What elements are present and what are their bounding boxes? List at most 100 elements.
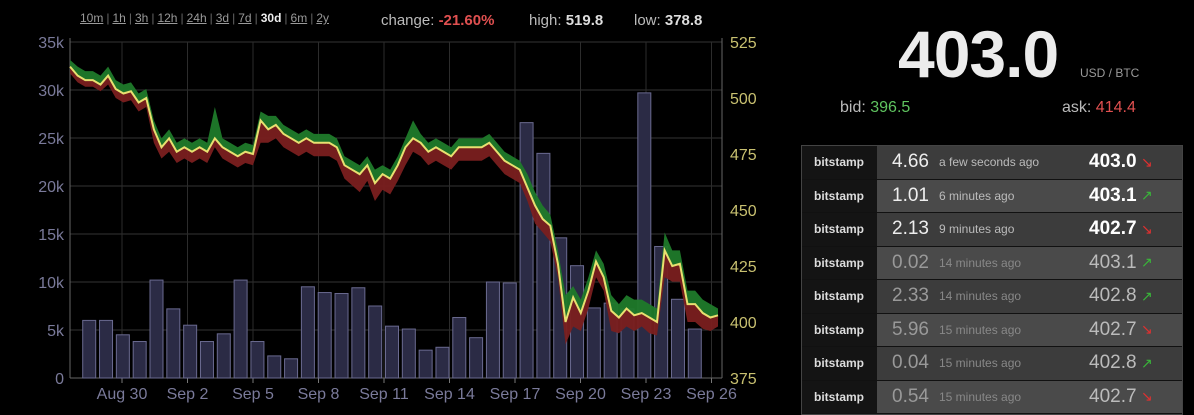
range-separator: | xyxy=(128,11,132,25)
high-value: 519.8 xyxy=(565,12,604,29)
range-separator: | xyxy=(284,11,288,25)
trade-row: bitstamp 2.13 9 minutes ago 402.7 ↘ xyxy=(802,213,1182,247)
volume-bar xyxy=(216,333,231,379)
range-separator: | xyxy=(151,11,155,25)
trade-exchange: bitstamp xyxy=(802,213,877,246)
volume-bar xyxy=(250,341,265,379)
trade-price: 402.7 xyxy=(1089,318,1137,340)
time-range-selector: 10m | 1h | 3h | 12h | 24h | 3d | 7d | 30d | 6m | 2y xyxy=(80,11,329,25)
trade-exchange: bitstamp xyxy=(802,347,877,380)
low-value: 378.8 xyxy=(664,12,703,29)
trade-row: bitstamp 5.96 15 minutes ago 402.7 ↘ xyxy=(802,313,1182,347)
trade-row: bitstamp 0.02 14 minutes ago 403.1 ↗ xyxy=(802,246,1182,280)
volume-bar xyxy=(586,307,601,379)
volume-bar xyxy=(368,305,383,379)
range-separator: | xyxy=(232,11,236,25)
range-3d[interactable]: 3d xyxy=(215,11,230,25)
x-tick-label: Sep 23 xyxy=(621,386,672,403)
volume-bar xyxy=(149,279,164,379)
trade-row: bitstamp 0.54 15 minutes ago 402.7 ↘ xyxy=(802,380,1182,414)
trade-time: 15 minutes ago xyxy=(939,322,1022,337)
range-1h[interactable]: 1h xyxy=(112,11,126,25)
volume-bar xyxy=(233,279,248,379)
volume-bar xyxy=(317,292,332,379)
range-24h[interactable]: 24h xyxy=(186,11,207,25)
ask-quote: ask: 414.4 xyxy=(1062,99,1136,117)
y-left-tick-label: 25k xyxy=(38,131,65,148)
trade-amount: 0.54 xyxy=(892,385,929,407)
range-6m[interactable]: 6m xyxy=(290,11,308,25)
y-left-tick-label: 5k xyxy=(47,323,65,340)
x-tick-label: Sep 2 xyxy=(167,386,209,403)
high-stat: high: 519.8 xyxy=(529,12,603,29)
trade-exchange: bitstamp xyxy=(802,179,877,212)
range-separator: | xyxy=(106,11,110,25)
trade-price: 403.0 xyxy=(1089,151,1137,173)
y-right-tick-label: 425 xyxy=(730,259,757,276)
volume-bar xyxy=(502,282,517,379)
x-tick-label: Sep 14 xyxy=(424,386,475,403)
volume-bar xyxy=(418,349,433,379)
volume-bar xyxy=(284,358,299,379)
trade-amount: 5.96 xyxy=(892,318,929,340)
volume-bar xyxy=(385,325,399,379)
y-left-tick-label: 0 xyxy=(55,371,64,388)
y-left-tick-label: 30k xyxy=(38,83,65,100)
trade-row: bitstamp 4.66 a few seconds ago 403.0 ↘ xyxy=(802,146,1182,180)
trades-list: bitstamp 4.66 a few seconds ago 403.0 ↘ bitst… xyxy=(801,145,1183,415)
trade-time: 6 minutes ago xyxy=(939,188,1015,203)
arrow-up-icon: ↗ xyxy=(1141,187,1153,204)
y-left-tick-label: 15k xyxy=(38,227,65,244)
trade-time: 14 minutes ago xyxy=(939,289,1022,304)
y-right-tick-label: 500 xyxy=(730,91,757,108)
trade-row: bitstamp 1.01 6 minutes ago 403.1 ↗ xyxy=(802,179,1182,213)
range-separator: | xyxy=(209,11,213,25)
range-7d[interactable]: 7d xyxy=(238,11,252,25)
change-stat: change: -21.60% xyxy=(381,12,494,29)
y-left-tick-label: 10k xyxy=(38,275,65,292)
arrow-down-icon: ↘ xyxy=(1141,388,1153,405)
range-separator: | xyxy=(310,11,314,25)
trade-time: 15 minutes ago xyxy=(939,389,1022,404)
y-left-tick-label: 20k xyxy=(38,179,65,196)
volume-bar xyxy=(132,341,147,379)
bid-quote: bid: 396.5 xyxy=(840,99,910,117)
x-tick-label: Sep 26 xyxy=(686,386,737,403)
volume-bar xyxy=(199,341,214,379)
volume-bar xyxy=(334,293,349,379)
range-12h[interactable]: 12h xyxy=(157,11,178,25)
y-right-tick-label: 525 xyxy=(730,35,757,52)
range-10m[interactable]: 10m xyxy=(80,11,104,25)
x-tick-label: Aug 30 xyxy=(97,386,148,403)
trade-exchange: bitstamp xyxy=(802,313,877,346)
volume-bar xyxy=(351,287,366,379)
volume-bar xyxy=(99,319,114,379)
trade-amount: 0.04 xyxy=(892,352,929,374)
price-chart[interactable]: 0 5k 10k 15k 20k 25k 30k 35k 375 400 425 450 475 500 5… xyxy=(0,0,780,413)
volume-bar xyxy=(267,355,282,379)
trade-price: 402.7 xyxy=(1089,385,1137,407)
volume-bar xyxy=(401,328,416,379)
volume-bar xyxy=(452,317,467,379)
range-30d[interactable]: 30d xyxy=(260,11,282,25)
volume-bar xyxy=(82,319,97,379)
trade-amount: 1.01 xyxy=(892,184,929,206)
arrow-up-icon: ↗ xyxy=(1141,254,1153,271)
trade-exchange: bitstamp xyxy=(802,380,877,413)
trade-price: 402.8 xyxy=(1089,285,1137,307)
range-3h[interactable]: 3h xyxy=(134,11,149,25)
trade-row: bitstamp 2.33 14 minutes ago 402.8 ↗ xyxy=(802,280,1182,314)
volume-bar xyxy=(485,281,500,379)
price-unit: USD / BTC xyxy=(1080,66,1140,80)
x-tick-label: Sep 11 xyxy=(359,386,409,403)
trade-time: 9 minutes ago xyxy=(939,222,1015,237)
volume-bar xyxy=(435,346,450,379)
arrow-up-icon: ↗ xyxy=(1141,287,1153,304)
y-left-tick-label: 35k xyxy=(38,35,65,52)
range-2y[interactable]: 2y xyxy=(316,11,330,25)
high-band xyxy=(70,59,718,323)
volume-bar xyxy=(469,337,484,379)
trade-amount: 2.13 xyxy=(892,218,929,240)
arrow-down-icon: ↘ xyxy=(1141,153,1153,170)
volume-bar xyxy=(115,334,130,379)
